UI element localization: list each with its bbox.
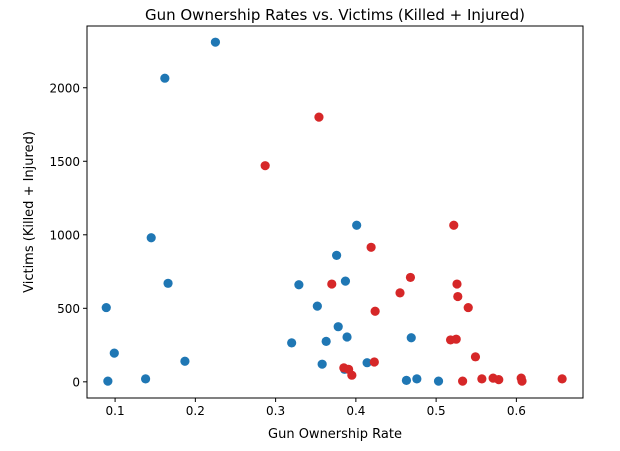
scatter-point-s2-24 [517,376,527,386]
y-tick-label-2: 500 [57,302,80,316]
scatter-point-s2-1 [260,161,270,171]
scatter-point-s1-13 [317,359,327,369]
scatter-point-s1-5 [146,233,156,243]
scatter-point-s1-24 [412,374,422,384]
scatter-point-s2-19 [470,352,481,362]
scatter-point-s1-18 [340,276,351,286]
y-tick-label-5: 2000 [49,81,80,95]
scatter-point-s2-11 [405,272,416,283]
scatter-point-s2-6 [347,370,357,380]
x-tick-label-1: 0.1 [106,404,125,418]
scatter-point-s2-9 [370,306,380,316]
plot-area-frame [86,25,584,399]
scatter-point-s2-20 [477,374,487,384]
scatter-point-s1-22 [401,375,412,385]
scatter-point-s2-8 [369,357,379,367]
scatter-point-s1-1 [101,302,111,313]
scatter-point-s1-19 [342,332,352,342]
scatter-point-s2-18 [463,302,473,313]
x-tick-label-5: 0.5 [427,404,446,418]
scatter-point-s1-15 [332,250,342,260]
ticks-layer: 0.1 0.2 0.3 0.4 0.5 0.6 0 500 1000 1500 2000 [49,81,525,418]
scatter-point-s2-3 [327,279,337,289]
x-tick-label-6: 0.6 [507,404,526,418]
scatter-point-s1-3 [109,348,119,358]
x-tick-label-4: 0.4 [346,404,365,418]
scatter-point-s2-7 [366,242,376,252]
scatter-point-s2-16 [453,291,463,302]
scatter-point-s1-11 [294,280,304,290]
scatter-point-s2-2 [314,112,324,122]
scatter-point-s1-10 [287,338,297,348]
y-tick-label-3: 1000 [49,228,80,242]
scatter-point-s1-4 [140,374,151,384]
points-layer [101,37,567,386]
scatter-point-s2-15 [452,279,462,289]
x-axis-title: Gun Ownership Rate [268,427,402,442]
scatter-point-s1-21 [362,358,372,368]
x-tick-label-3: 0.3 [266,404,285,418]
y-axis-title: Victims (Killed + Injured) [22,131,37,293]
scatter-point-s1-25 [433,376,444,386]
scatter-point-s1-14 [321,336,331,346]
scatter-point-s1-2 [103,376,113,386]
scatter-point-s1-20 [352,220,362,230]
scatter-point-s1-7 [163,278,173,288]
scatter-point-s1-23 [406,333,416,343]
scatter-point-s2-14 [451,334,461,344]
scatter-point-s2-13 [449,220,459,230]
x-tick-label-2: 0.2 [186,404,205,418]
scatter-point-s2-25 [557,374,567,384]
scatter-point-s1-9 [210,37,221,47]
scatter-point-s2-17 [458,376,468,386]
scatter-point-s2-22 [494,375,504,385]
scatter-point-s1-16 [333,322,343,332]
scatter-point-s1-8 [180,356,190,366]
y-tick-label-4: 1500 [49,155,80,169]
scatter-point-s2-10 [395,288,405,298]
chart-title: Gun Ownership Rates vs. Victims (Killed … [145,6,525,24]
scatter-point-s1-6 [160,73,170,83]
y-tick-label-1: 0 [72,375,80,389]
scatter-point-s1-12 [312,301,322,311]
